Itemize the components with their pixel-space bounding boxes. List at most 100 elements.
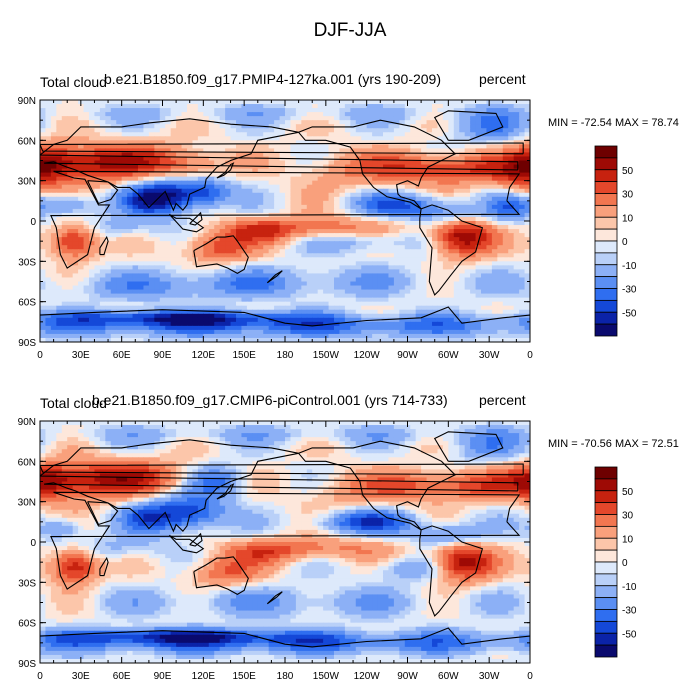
colorbar-tick-label: 0 xyxy=(622,237,628,248)
colorbar-swatch xyxy=(594,157,618,171)
lat-tick-label: 30S xyxy=(18,257,36,268)
colorbar-swatch xyxy=(594,299,618,313)
colorbar-tick-label: -10 xyxy=(622,261,637,272)
colorbar-tick-label: 50 xyxy=(622,487,634,498)
colorbar-swatch xyxy=(594,620,618,634)
colorbar-tick-label: -10 xyxy=(622,582,637,593)
colorbar-swatch xyxy=(594,573,618,587)
colorbar-swatch xyxy=(594,490,618,504)
lon-tick-label: 30E xyxy=(72,671,90,682)
colorbar-swatch xyxy=(594,252,618,266)
panel2-case-label: b.e21.B1850.f09_g17.CMIP6-piControl.001 … xyxy=(92,392,448,408)
colorbar-swatch xyxy=(594,609,618,622)
colorbar-tick-label: 50 xyxy=(622,166,634,177)
lon-tick-label: 90W xyxy=(397,671,418,682)
lat-tick-label: 60N xyxy=(18,136,36,147)
lon-tick-label: 180 xyxy=(277,350,294,358)
lon-tick-label: 150W xyxy=(313,671,340,682)
lon-tick-label: 60W xyxy=(438,671,459,682)
colorbar-swatch xyxy=(594,537,618,551)
lat-tick-label: 90N xyxy=(18,96,36,107)
lon-tick-label: 180 xyxy=(277,671,294,682)
lon-tick-label: 0 xyxy=(527,350,533,358)
colorbar-swatch xyxy=(594,644,618,658)
colorbar-swatch xyxy=(594,502,618,515)
colorbar-swatch xyxy=(594,525,618,539)
lon-tick-label: 150E xyxy=(232,671,256,682)
lon-tick-label: 150E xyxy=(232,350,256,358)
lon-tick-label: 60W xyxy=(438,350,459,358)
lat-tick-label: 60S xyxy=(18,298,36,309)
colorbar-tick-label: 10 xyxy=(622,213,634,224)
colorbar-swatch xyxy=(594,264,618,278)
colorbar-tick-label: 30 xyxy=(622,511,634,522)
lon-tick-label: 90W xyxy=(397,350,418,358)
figure-title: DJF-JJA xyxy=(313,20,387,41)
panel1-variable-label: Total cloud xyxy=(40,74,107,90)
colorbar-swatch xyxy=(594,561,618,575)
panel1-colorbar: 50 30 10 0 -10 -30 -50 xyxy=(594,145,637,337)
lat-tick-label: 90N xyxy=(18,417,36,428)
lat-tick-label: 0 xyxy=(30,217,36,228)
lon-tick-label: 90E xyxy=(154,671,172,682)
colorbar-tick-label: -50 xyxy=(622,629,637,640)
panel2-units-label: percent xyxy=(479,392,526,408)
colorbar-tick-label: 30 xyxy=(622,190,634,201)
lon-tick-label: 30W xyxy=(479,671,500,682)
colorbar-swatch xyxy=(594,514,618,527)
colorbar-swatch xyxy=(594,145,618,159)
panel2-field xyxy=(40,421,530,663)
lon-tick-label: 120W xyxy=(354,350,381,358)
colorbar-swatch xyxy=(594,276,618,289)
colorbar-swatch xyxy=(594,169,618,183)
lon-tick-label: 0 xyxy=(37,671,43,682)
lon-tick-label: 120W xyxy=(354,671,381,682)
panel2-colorbar: 50 30 10 0 -10 -30 -50 xyxy=(594,466,637,658)
panel2-variable-label: Total cloud xyxy=(40,395,107,411)
colorbar-tick-label: -30 xyxy=(622,606,637,617)
colorbar-swatch xyxy=(594,181,618,194)
colorbar-swatch xyxy=(594,228,618,242)
colorbar-tick-label: 0 xyxy=(622,558,628,569)
panel1-field xyxy=(40,100,530,342)
lon-tick-label: 30E xyxy=(72,350,90,358)
colorbar-swatch xyxy=(594,216,618,230)
panel2-coastlines xyxy=(40,431,530,648)
panel1-case-label: b.e21.B1850.f09_g17.PMIP4-127ka.001 (yrs… xyxy=(104,71,442,87)
lon-tick-label: 120E xyxy=(192,350,216,358)
lat-tick-label: 30N xyxy=(18,177,36,188)
colorbar-swatch xyxy=(594,323,618,337)
panel1-coastlines xyxy=(40,110,530,327)
lon-tick-label: 90E xyxy=(154,350,172,358)
lon-tick-label: 150W xyxy=(313,350,340,358)
colorbar-tick-label: 10 xyxy=(622,534,634,545)
colorbar-swatch xyxy=(594,288,618,301)
lat-tick-label: 30S xyxy=(18,578,36,589)
panel1-min-max: MIN = -72.54 MAX = 78.74 xyxy=(548,117,679,129)
lat-tick-label: 90S xyxy=(18,338,36,349)
lon-tick-label: 30W xyxy=(479,350,500,358)
colorbar-swatch xyxy=(594,311,618,325)
lat-tick-label: 60S xyxy=(18,619,36,630)
lat-tick-label: 30N xyxy=(18,498,36,509)
colorbar-swatch xyxy=(594,549,618,563)
panel1-map: 90N 60N 30N 0 30S 60S 90S 0 30E 60E 90E 120E 150E 180… xyxy=(18,96,534,358)
colorbar-swatch xyxy=(594,585,618,599)
lon-tick-label: 60E xyxy=(113,350,131,358)
colorbar-tick-label: -30 xyxy=(622,285,637,296)
colorbar-swatch xyxy=(594,632,618,646)
panel1-units-label: percent xyxy=(479,71,526,87)
lon-tick-label: 60E xyxy=(113,671,131,682)
lat-tick-label: 0 xyxy=(30,538,36,549)
lat-tick-label: 90S xyxy=(18,659,36,670)
colorbar-swatch xyxy=(594,466,618,480)
colorbar-swatch xyxy=(594,597,618,610)
lat-tick-label: 60N xyxy=(18,457,36,468)
lon-tick-label: 0 xyxy=(527,671,533,682)
lon-tick-label: 120E xyxy=(192,671,216,682)
colorbar-swatch xyxy=(594,204,618,218)
panel2-min-max: MIN = -70.56 MAX = 72.51 xyxy=(548,438,679,450)
colorbar-swatch xyxy=(594,478,618,492)
colorbar-swatch xyxy=(594,240,618,254)
